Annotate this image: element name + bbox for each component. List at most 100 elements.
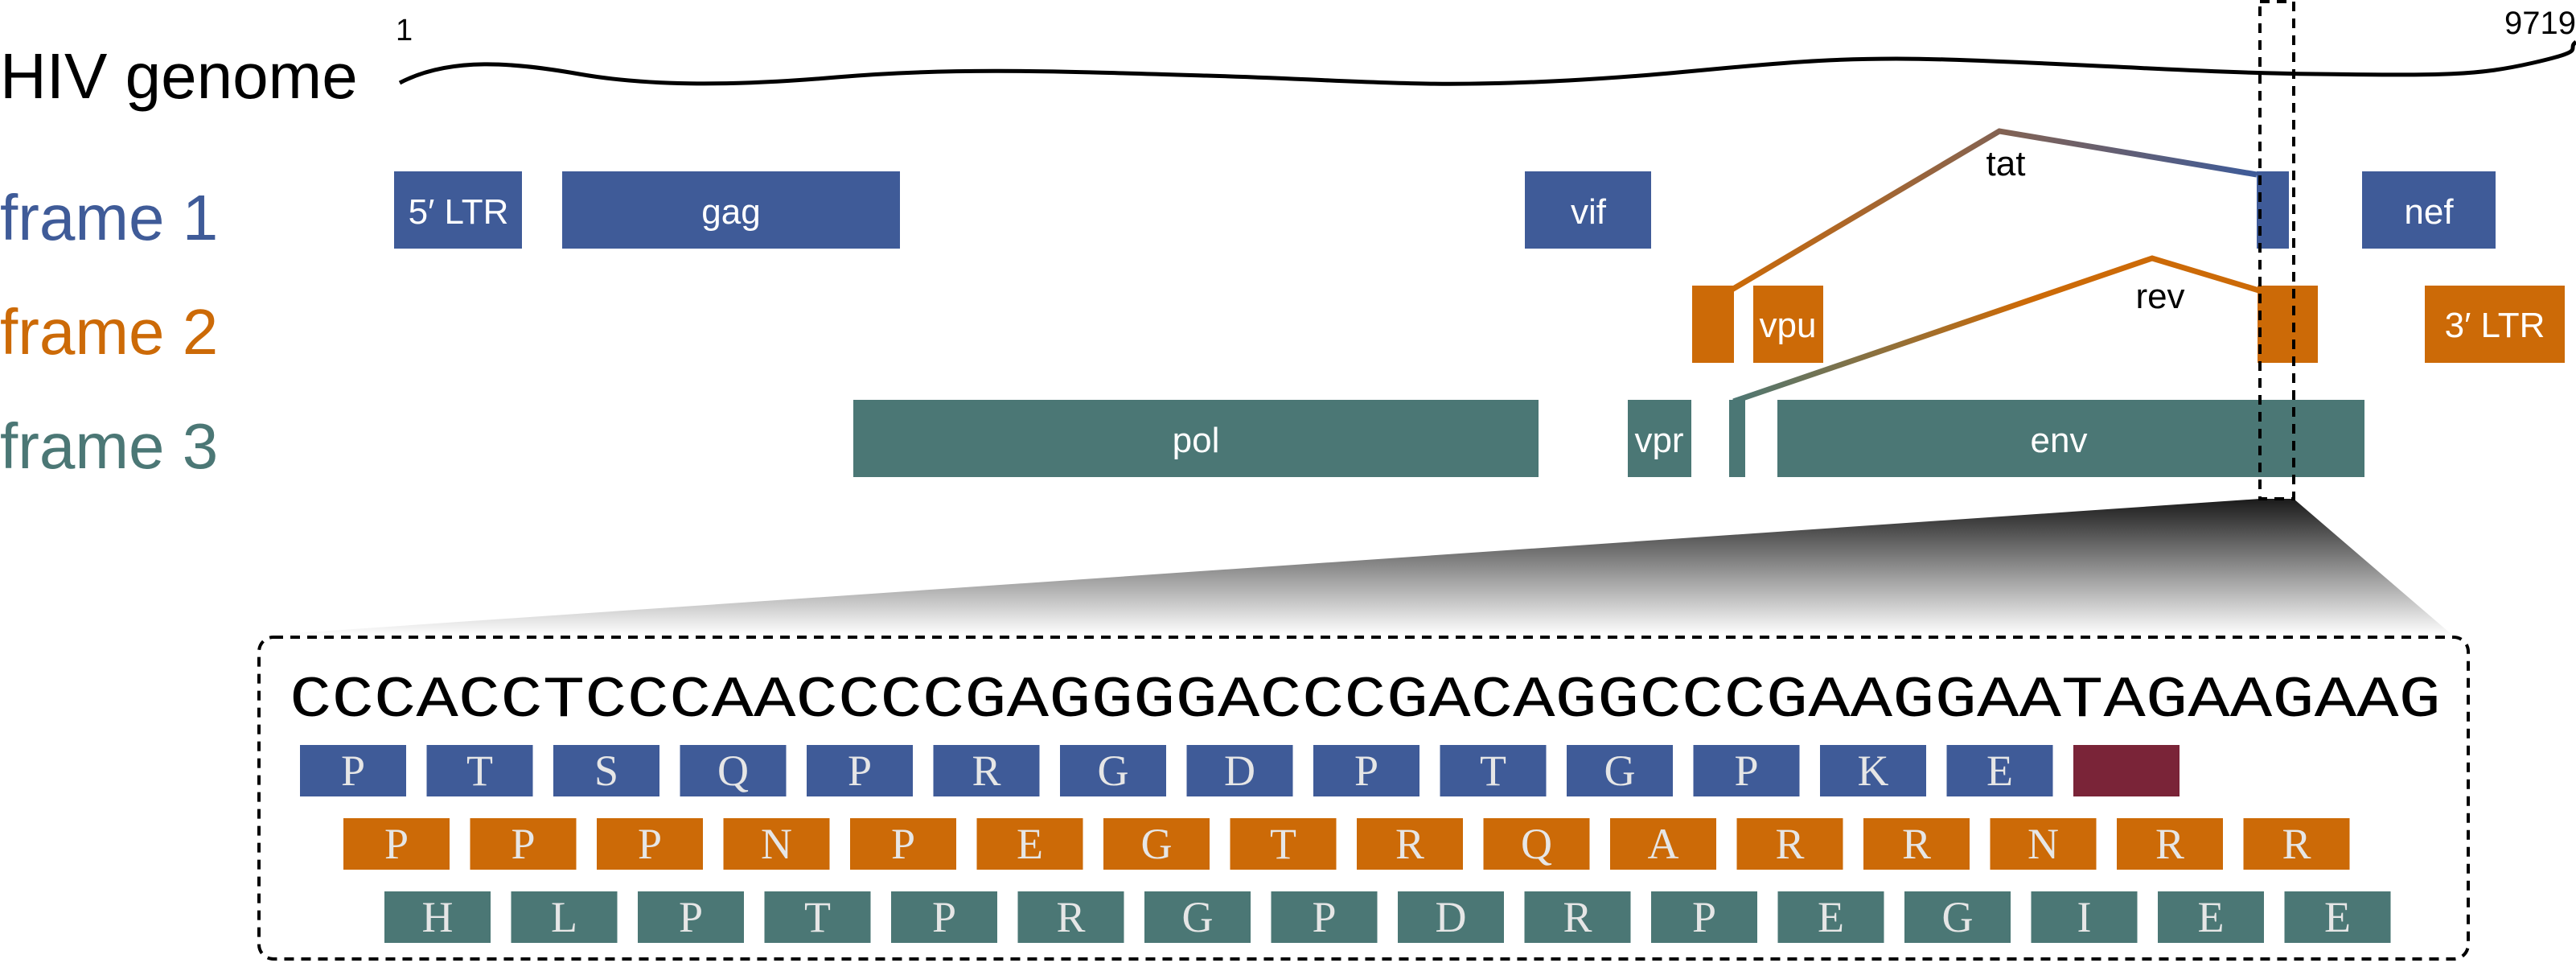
residue-box	[597, 818, 703, 870]
frame-3-genes: pol vpr env	[853, 400, 2364, 477]
residue-letter: N	[2028, 820, 2059, 868]
genome-end-label: 9719	[2504, 6, 2576, 41]
stop-codon-box	[2073, 745, 2180, 796]
gene-label-3-ltr: 3′ LTR	[2445, 306, 2545, 345]
residue-box	[2284, 891, 2391, 943]
residue-box	[1777, 891, 1884, 943]
residue-box	[2158, 891, 2264, 943]
residue-box	[470, 818, 577, 870]
residue-letter: I	[2077, 893, 2092, 941]
gene-label-pol: pol	[1173, 421, 1220, 460]
residue-box	[1904, 891, 2011, 943]
residue-box	[1103, 818, 1210, 870]
gene-label-vpu: vpu	[1760, 306, 1817, 345]
residue-letter: T	[466, 747, 493, 795]
residue-letter: G	[1098, 747, 1129, 795]
residue-letter: P	[384, 820, 409, 868]
residue-letter: P	[1734, 747, 1758, 795]
residue-letter: P	[511, 820, 535, 868]
residue-letter: R	[1775, 820, 1804, 868]
frame-1-label: frame 1	[0, 182, 218, 253]
gene-rev-exon-1	[1729, 400, 1745, 477]
residue-box	[1567, 745, 1673, 796]
residue-box	[2031, 891, 2138, 943]
residue-letter: E	[2198, 893, 2225, 941]
residue-letter: R	[2155, 820, 2184, 868]
residue-letter: R	[1056, 893, 1085, 941]
residue-box	[2243, 818, 2350, 870]
gene-vif	[1525, 171, 1651, 249]
gene-nef	[2362, 171, 2496, 249]
residue-box	[1357, 818, 1463, 870]
residue-box	[1946, 745, 2053, 796]
gene-label-nef: nef	[2404, 192, 2454, 232]
gene-label-vif: vif	[1571, 192, 1607, 232]
residue-letter: P	[679, 893, 703, 941]
residue-letter: R	[1395, 820, 1424, 868]
residue-letter: P	[1354, 747, 1378, 795]
residue-box	[1440, 745, 1547, 796]
residue-box	[553, 745, 659, 796]
frame-2-label: frame 2	[0, 296, 218, 368]
residue-box	[807, 745, 913, 796]
gene-label-gag: gag	[701, 192, 760, 232]
residue-letter: G	[1182, 893, 1214, 941]
residue-box	[1483, 818, 1590, 870]
residue-letter: A	[1648, 820, 1679, 868]
residue-letter: K	[1858, 747, 1889, 795]
residue-letter: S	[594, 747, 618, 795]
genome-title: HIV genome	[0, 40, 358, 112]
residue-letter: R	[1563, 893, 1592, 941]
residue-letter: R	[972, 747, 1000, 795]
residue-letter: P	[638, 820, 662, 868]
residue-letter: N	[761, 820, 792, 868]
residue-box	[1863, 818, 1970, 870]
residue-letter: T	[1270, 820, 1296, 868]
gene-label-vpr: vpr	[1634, 421, 1683, 460]
residue-letter: P	[891, 820, 915, 868]
residue-box	[426, 745, 533, 796]
residue-letter: G	[1141, 820, 1173, 868]
residue-letter: P	[1692, 893, 1716, 941]
residue-letter: T	[804, 893, 831, 941]
residue-box	[933, 745, 1040, 796]
residue-box	[1693, 745, 1800, 796]
residue-letter: P	[848, 747, 872, 795]
residue-letter: T	[1480, 747, 1506, 795]
gene-tat-exon-1	[1692, 286, 1734, 363]
residue-box	[1736, 818, 1843, 870]
gene-gag	[562, 171, 900, 249]
gene-tat-exon-2	[2257, 171, 2289, 249]
residue-letter: D	[1224, 747, 1255, 795]
residue-letter: D	[1436, 893, 1467, 941]
residue-letter: R	[1902, 820, 1931, 868]
gene-rev-exon-2	[2258, 286, 2318, 363]
rev-label: rev	[2135, 277, 2184, 316]
residue-box	[1144, 891, 1251, 943]
gene-vpu	[1753, 286, 1823, 363]
residue-box	[1313, 745, 1419, 796]
frame-2-genes: vpu 3′ LTR	[1692, 286, 2565, 363]
residue-box	[1271, 891, 1378, 943]
residue-box	[680, 745, 787, 796]
tat-label: tat	[1986, 144, 2026, 183]
residue-letter: R	[2282, 820, 2311, 868]
residue-box	[976, 818, 1083, 870]
residue-letter: E	[1017, 820, 1043, 868]
genome-line	[398, 40, 2576, 86]
residue-box	[1610, 818, 1716, 870]
frame-3-label: frame 3	[0, 410, 218, 482]
residue-letter: Q	[1521, 820, 1552, 868]
residue-letter: E	[2324, 893, 2351, 941]
residue-letter: P	[1312, 893, 1336, 941]
residue-box	[638, 891, 744, 943]
residue-box	[300, 745, 406, 796]
genome-start-label: 1	[396, 14, 413, 47]
zoom-projection	[259, 499, 2453, 636]
residue-box	[2117, 818, 2223, 870]
residue-box	[1186, 745, 1293, 796]
residue-letter: H	[422, 893, 454, 941]
